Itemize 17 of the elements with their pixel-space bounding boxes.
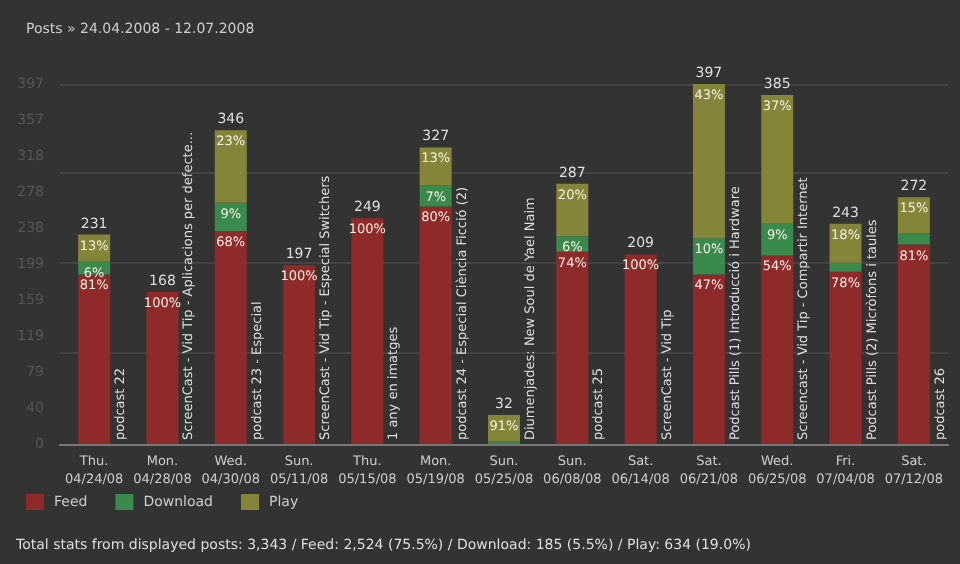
bar xyxy=(829,262,862,272)
bar xyxy=(214,230,247,444)
bar xyxy=(283,265,316,444)
bar xyxy=(761,94,794,224)
bar xyxy=(692,274,725,444)
bar xyxy=(761,255,794,444)
bar xyxy=(556,251,589,444)
bar xyxy=(214,130,247,203)
bar xyxy=(897,244,930,444)
bar xyxy=(692,84,725,239)
bar xyxy=(829,271,862,444)
bar xyxy=(897,233,930,245)
bar xyxy=(419,206,452,444)
bar xyxy=(351,218,384,444)
bar xyxy=(624,254,657,444)
bar xyxy=(78,274,111,444)
bar xyxy=(146,291,179,444)
